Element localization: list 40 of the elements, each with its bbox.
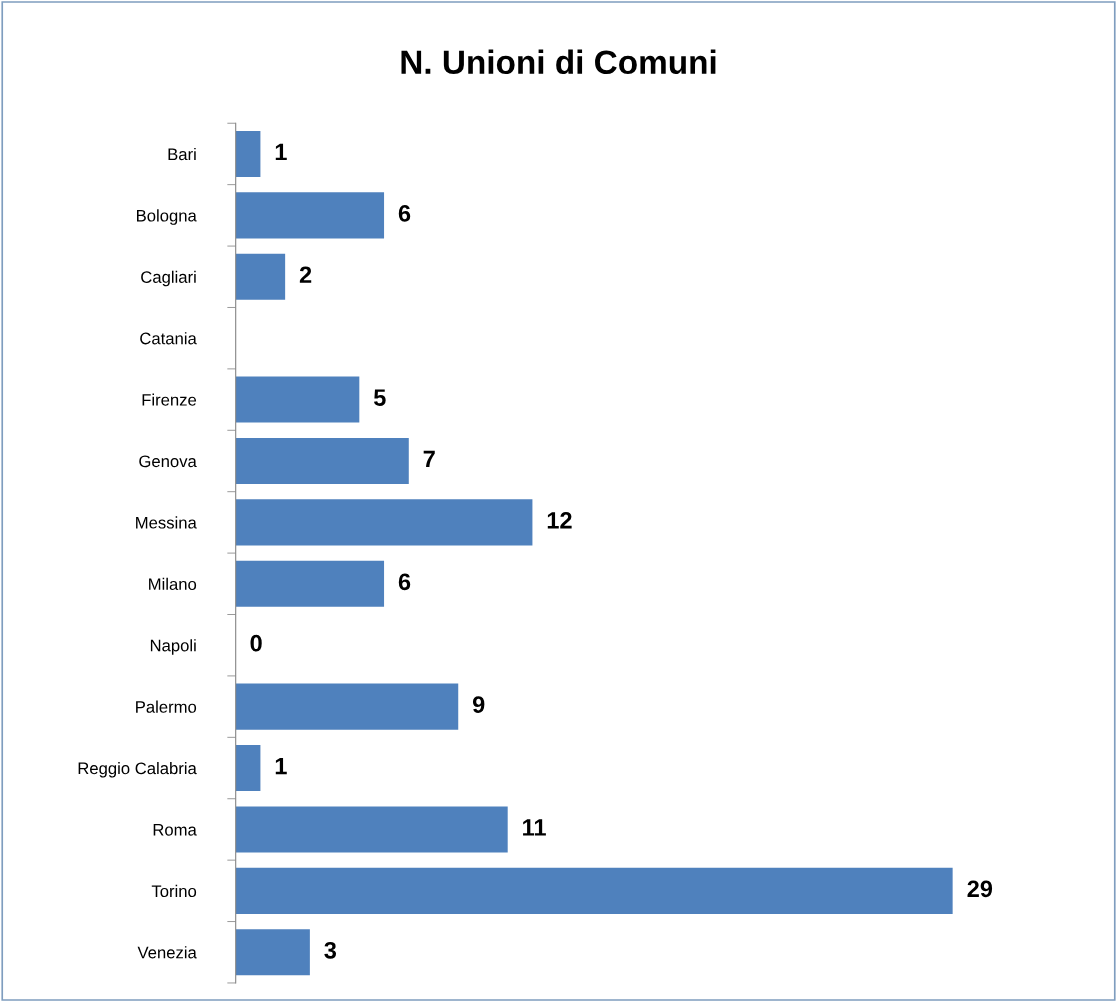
bar: [235, 806, 508, 853]
bar: [235, 192, 385, 239]
y-tick-label: Catania: [140, 332, 197, 345]
data-label: 3: [324, 941, 337, 959]
y-tick-label: Reggio Calabria: [78, 761, 197, 778]
y-tick-label: Venezia: [137, 946, 197, 959]
chart-title: N. Unioni di Comuni: [401, 49, 716, 75]
y-tick-label: Napoli: [150, 639, 196, 655]
data-label: 6: [398, 573, 411, 591]
bar: [235, 929, 310, 976]
bar: [235, 437, 409, 485]
data-label: 7: [423, 450, 435, 468]
data-label: 2: [299, 266, 312, 283]
y-tick-label: Palermo: [136, 700, 197, 713]
data-label: 11: [523, 819, 546, 836]
bar: [235, 253, 286, 300]
bar: [235, 560, 385, 607]
bar: [235, 376, 360, 423]
bar: [235, 130, 261, 177]
y-tick-label: Milano: [149, 577, 197, 591]
y-tick-label: Firenze: [142, 393, 197, 406]
y-tick-label: Bologna: [137, 209, 197, 225]
data-label: 29: [967, 880, 993, 898]
y-tick-label: Messina: [136, 516, 197, 529]
data-label: 0: [250, 634, 262, 652]
bar: [235, 683, 459, 730]
y-tick-label: Genova: [139, 455, 197, 468]
bar: [235, 499, 533, 546]
y-tick-label: Roma: [153, 824, 197, 836]
bar: [235, 867, 953, 914]
data-label: 6: [398, 204, 411, 222]
data-label: 12: [547, 512, 572, 529]
bar: [235, 745, 261, 792]
y-tick-label: Cagliari: [141, 270, 196, 287]
data-label: 9: [472, 696, 485, 713]
y-tick-label: Torino: [151, 884, 197, 898]
data-label: 5: [373, 389, 386, 406]
data-label: 1: [275, 143, 287, 161]
data-label: 1: [275, 757, 287, 775]
y-tick-label: Bari: [168, 147, 196, 161]
